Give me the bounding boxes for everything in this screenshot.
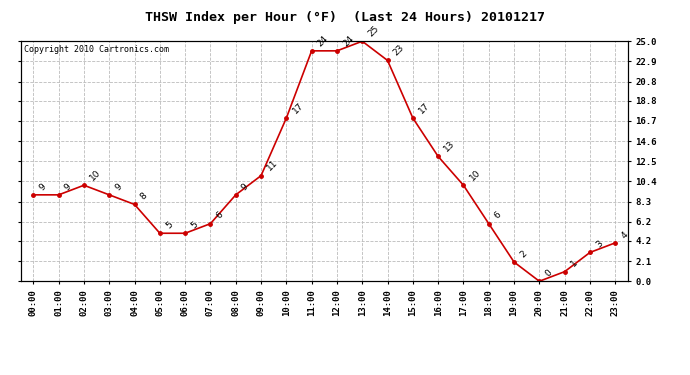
Text: 24: 24 xyxy=(316,34,330,48)
Text: 5: 5 xyxy=(189,220,199,231)
Text: 9: 9 xyxy=(240,182,250,192)
Text: 5: 5 xyxy=(164,220,175,231)
Text: 6: 6 xyxy=(493,210,503,221)
Text: 4: 4 xyxy=(620,230,630,240)
Text: 2: 2 xyxy=(518,249,529,259)
Text: 11: 11 xyxy=(265,158,279,173)
Text: 1: 1 xyxy=(569,258,579,269)
Text: 3: 3 xyxy=(594,239,604,250)
Text: 0: 0 xyxy=(544,268,554,279)
Text: 24: 24 xyxy=(341,34,355,48)
Text: 13: 13 xyxy=(442,139,457,154)
Text: 10: 10 xyxy=(468,168,482,183)
Text: THSW Index per Hour (°F)  (Last 24 Hours) 20101217: THSW Index per Hour (°F) (Last 24 Hours)… xyxy=(145,11,545,24)
Text: 6: 6 xyxy=(215,210,225,221)
Text: 25: 25 xyxy=(366,24,381,39)
Text: 9: 9 xyxy=(113,182,124,192)
Text: Copyright 2010 Cartronics.com: Copyright 2010 Cartronics.com xyxy=(23,45,169,54)
Text: 10: 10 xyxy=(88,168,103,183)
Text: 23: 23 xyxy=(392,43,406,58)
Text: 17: 17 xyxy=(417,101,431,115)
Text: 17: 17 xyxy=(290,101,305,115)
Text: 9: 9 xyxy=(37,182,48,192)
Text: 8: 8 xyxy=(139,191,149,202)
Text: 9: 9 xyxy=(63,182,73,192)
